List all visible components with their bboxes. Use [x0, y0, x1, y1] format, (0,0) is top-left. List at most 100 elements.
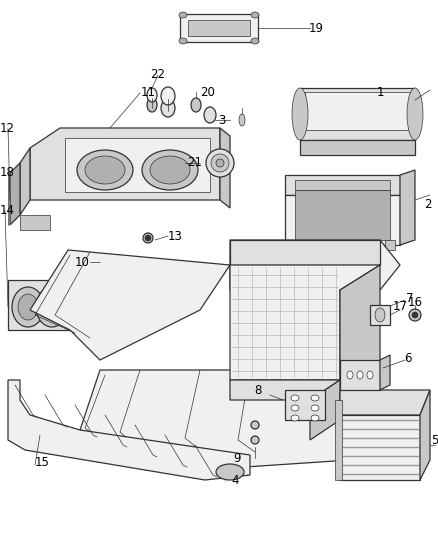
Ellipse shape	[77, 150, 133, 190]
Polygon shape	[188, 20, 250, 36]
Ellipse shape	[357, 371, 363, 379]
Polygon shape	[340, 360, 380, 390]
Text: 9: 9	[233, 451, 241, 464]
Polygon shape	[185, 18, 253, 38]
Polygon shape	[80, 370, 380, 470]
Text: 15: 15	[35, 456, 49, 470]
Ellipse shape	[311, 415, 319, 421]
Polygon shape	[20, 215, 50, 230]
Text: 11: 11	[141, 86, 155, 100]
Polygon shape	[285, 175, 400, 195]
Polygon shape	[30, 128, 220, 200]
Polygon shape	[370, 305, 390, 325]
Ellipse shape	[239, 114, 245, 126]
Text: 19: 19	[308, 21, 324, 35]
Polygon shape	[310, 380, 340, 440]
Polygon shape	[65, 138, 210, 192]
Ellipse shape	[375, 308, 385, 322]
Text: 20: 20	[201, 86, 215, 100]
Ellipse shape	[292, 88, 308, 140]
Ellipse shape	[291, 415, 299, 421]
Polygon shape	[385, 240, 395, 250]
Ellipse shape	[36, 287, 68, 327]
Polygon shape	[305, 92, 410, 130]
Polygon shape	[10, 163, 20, 225]
Text: 22: 22	[151, 69, 166, 82]
Text: 21: 21	[187, 156, 202, 168]
Text: 12: 12	[0, 122, 14, 134]
Polygon shape	[300, 88, 415, 140]
Polygon shape	[230, 380, 340, 400]
Polygon shape	[335, 400, 342, 480]
Ellipse shape	[179, 12, 187, 18]
Ellipse shape	[311, 395, 319, 401]
Ellipse shape	[251, 38, 259, 44]
Polygon shape	[230, 265, 380, 380]
Polygon shape	[8, 280, 70, 330]
Ellipse shape	[407, 88, 423, 140]
Ellipse shape	[367, 371, 373, 379]
Text: 1: 1	[376, 86, 384, 100]
Text: 5: 5	[431, 433, 438, 447]
Ellipse shape	[145, 235, 151, 241]
Text: 2: 2	[424, 198, 432, 212]
Ellipse shape	[311, 405, 319, 411]
Ellipse shape	[85, 156, 125, 184]
Polygon shape	[285, 195, 400, 245]
Text: 16: 16	[407, 296, 423, 310]
Ellipse shape	[147, 88, 157, 102]
Polygon shape	[340, 390, 430, 415]
Ellipse shape	[161, 99, 175, 117]
Text: 14: 14	[0, 204, 14, 216]
Polygon shape	[180, 14, 258, 42]
Ellipse shape	[206, 149, 234, 177]
Ellipse shape	[216, 464, 244, 480]
Ellipse shape	[147, 98, 157, 112]
Ellipse shape	[142, 150, 198, 190]
Text: 13: 13	[168, 230, 183, 244]
Text: 10: 10	[74, 255, 89, 269]
Ellipse shape	[42, 294, 62, 320]
Ellipse shape	[291, 405, 299, 411]
Ellipse shape	[179, 38, 187, 44]
Polygon shape	[295, 180, 390, 190]
Ellipse shape	[347, 371, 353, 379]
Ellipse shape	[211, 154, 229, 172]
Ellipse shape	[251, 12, 259, 18]
Text: 7: 7	[406, 292, 414, 304]
Polygon shape	[230, 240, 380, 265]
Text: 6: 6	[404, 351, 412, 365]
Ellipse shape	[216, 159, 224, 167]
Polygon shape	[340, 415, 420, 480]
Text: 18: 18	[0, 166, 14, 179]
Ellipse shape	[291, 395, 299, 401]
Polygon shape	[285, 390, 325, 420]
Polygon shape	[340, 265, 380, 380]
Ellipse shape	[412, 312, 418, 318]
Ellipse shape	[150, 156, 190, 184]
Ellipse shape	[18, 294, 38, 320]
Ellipse shape	[143, 233, 153, 243]
Polygon shape	[8, 380, 250, 480]
Text: 17: 17	[392, 301, 407, 313]
Polygon shape	[400, 170, 415, 245]
Ellipse shape	[251, 421, 259, 429]
Ellipse shape	[409, 309, 421, 321]
Polygon shape	[220, 128, 230, 208]
Polygon shape	[230, 240, 400, 290]
Ellipse shape	[161, 87, 175, 105]
Polygon shape	[300, 140, 415, 155]
Ellipse shape	[204, 107, 216, 123]
Polygon shape	[380, 355, 390, 390]
Polygon shape	[420, 390, 430, 480]
Polygon shape	[295, 190, 390, 240]
Polygon shape	[20, 148, 30, 215]
Text: 8: 8	[254, 384, 261, 397]
Ellipse shape	[191, 98, 201, 112]
Ellipse shape	[12, 287, 44, 327]
Polygon shape	[285, 240, 295, 250]
Text: 3: 3	[218, 114, 226, 126]
Ellipse shape	[251, 436, 259, 444]
Polygon shape	[30, 250, 230, 360]
Text: 4: 4	[231, 473, 239, 487]
